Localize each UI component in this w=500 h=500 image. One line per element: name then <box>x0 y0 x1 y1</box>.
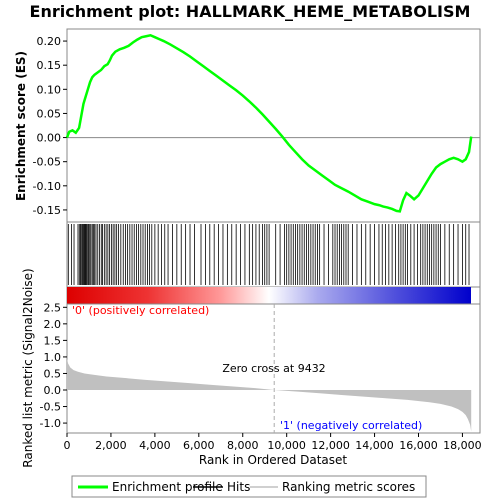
negative-correlation-label: '1' (negatively correlated) <box>280 419 422 432</box>
chart-title: Enrichment plot: HALLMARK_HEME_METABOLIS… <box>30 2 471 21</box>
x-tick-label: 8,000 <box>227 439 259 452</box>
x-tick-label: 6,000 <box>183 439 215 452</box>
es-y-tick-label: -0.10 <box>33 180 61 193</box>
metric-y-tick-label: 1.0 <box>44 351 62 364</box>
metric-y-tick-label: 0.0 <box>44 384 62 397</box>
x-tick-label: 16,000 <box>399 439 438 452</box>
metric-y-axis: -1.0 -0.5 0.0 0.5 1.0 1.5 2.0 2.5 <box>40 301 67 430</box>
ranking-metric-area <box>67 358 472 432</box>
es-y-tick-label: 0.05 <box>37 107 62 120</box>
metric-y-tick-label: -0.5 <box>40 401 61 414</box>
x-tick-label: 18,000 <box>443 439 482 452</box>
legend-label: Ranking metric scores <box>282 480 415 494</box>
hits-marks <box>67 224 470 285</box>
enrichment-profile-line <box>65 33 473 213</box>
metric-y-tick-label: 1.5 <box>44 334 62 347</box>
x-tick-label: 0 <box>64 439 71 452</box>
es-y-tick-label: 0.20 <box>37 35 62 48</box>
legend-label: Hits <box>227 480 250 494</box>
es-y-tick-label: 0.00 <box>37 132 62 145</box>
es-y-axis-label: Enrichment score (ES) <box>14 51 28 201</box>
es-y-tick-label: -0.15 <box>33 204 61 217</box>
legend: Enrichment profile Hits Ranking metric sco… <box>78 480 415 494</box>
positive-correlation-label: '0' (positively correlated) <box>72 304 209 317</box>
metric-panel-frame <box>66 303 481 434</box>
es-y-tick-label: -0.05 <box>33 156 61 169</box>
metric-y-tick-label: 0.5 <box>44 367 62 380</box>
x-tick-label: 10,000 <box>267 439 306 452</box>
rank-colorbar <box>67 287 471 304</box>
zero-cross-label: Zero cross at 9432 <box>222 362 325 375</box>
es-y-tick-label: 0.15 <box>37 59 62 72</box>
x-axis-label: Rank in Ordered Dataset <box>199 453 347 467</box>
metric-y-tick-label: -1.0 <box>40 417 61 430</box>
es-y-tick-label: 0.10 <box>37 83 62 96</box>
x-tick-label: 12,000 <box>311 439 350 452</box>
metric-y-axis-label: Ranked list metric (Signal2Noise) <box>21 268 35 467</box>
hits-panel-frame <box>66 221 481 288</box>
x-tick-label: 14,000 <box>355 439 394 452</box>
x-axis: 0 2,000 4,000 6,000 8,000 10,000 12,000 14,000 1… <box>64 433 482 452</box>
legend-box <box>71 475 427 498</box>
metric-y-tick-label: 2.0 <box>44 318 62 331</box>
x-tick-label: 2,000 <box>95 439 127 452</box>
legend-label: Enrichment profile <box>112 480 223 494</box>
x-tick-label: 4,000 <box>139 439 171 452</box>
metric-y-tick-label: 2.5 <box>44 301 62 314</box>
es-y-axis: -0.15 -0.10 -0.05 0.00 0.05 0.10 0.15 0.20 <box>33 35 67 217</box>
